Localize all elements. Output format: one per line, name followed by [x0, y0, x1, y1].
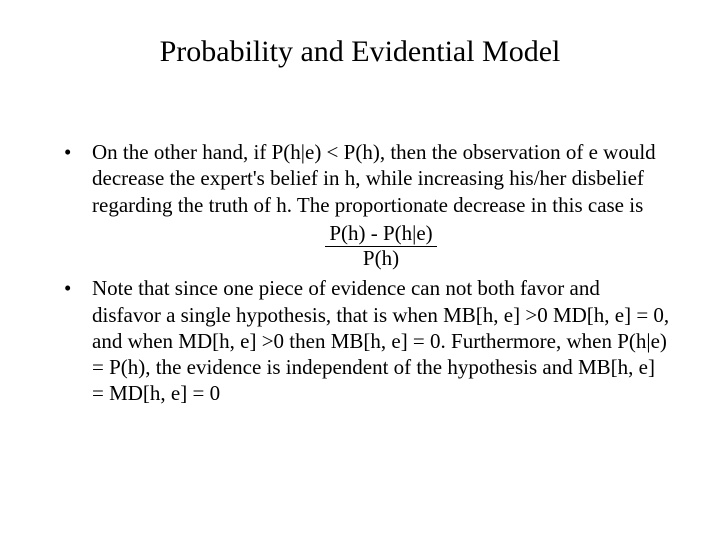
- bullet-item-2: Note that since one piece of evidence ca…: [92, 275, 670, 406]
- bullet-text-1: On the other hand, if P(h|e) < P(h), the…: [92, 140, 656, 217]
- bullet-text-2: Note that since one piece of evidence ca…: [92, 276, 669, 405]
- bullet-list: On the other hand, if P(h|e) < P(h), the…: [50, 139, 670, 407]
- fraction-expression: P(h) - P(h|e) P(h): [92, 220, 670, 272]
- fraction-numerator: P(h) - P(h|e): [325, 220, 436, 247]
- fraction-denominator: P(h): [92, 245, 670, 271]
- slide-title: Probability and Evidential Model: [50, 35, 670, 69]
- bullet-item-1: On the other hand, if P(h|e) < P(h), the…: [92, 139, 670, 271]
